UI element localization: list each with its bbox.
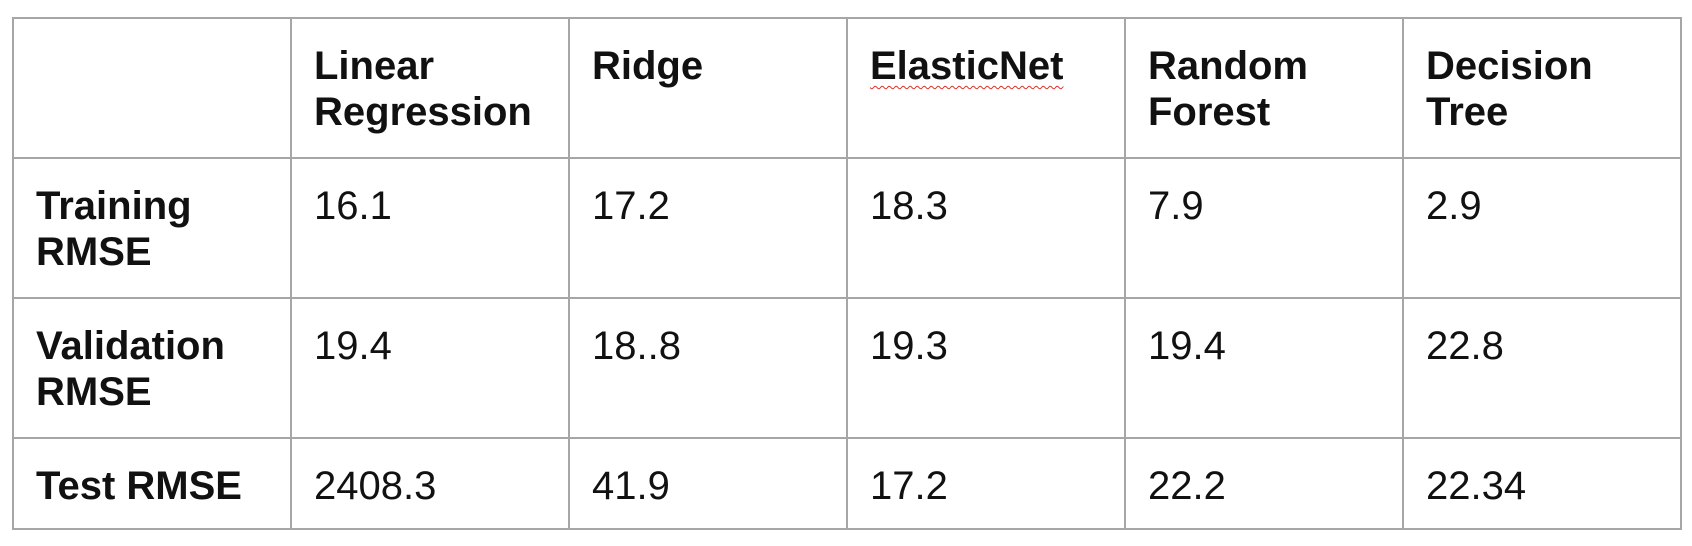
table-cell[interactable]: 22.8 [1402, 297, 1682, 439]
table-cell[interactable]: 17.2 [846, 437, 1126, 530]
table-cell[interactable]: 19.3 [846, 297, 1126, 439]
table-cell[interactable]: 22.2 [1124, 437, 1404, 530]
header-cell-empty[interactable] [12, 17, 292, 159]
header-cell-random-forest[interactable]: Random Forest [1124, 17, 1404, 159]
header-cell-linear-regression[interactable]: Linear Regression [290, 17, 570, 159]
header-cell-elasticnet[interactable]: ElasticNet [846, 17, 1126, 159]
table-cell[interactable]: 18.3 [846, 157, 1126, 299]
table-row-training-rmse: Training RMSE 16.1 17.2 18.3 7.9 2.9 [12, 157, 1682, 299]
table-cell[interactable]: 7.9 [1124, 157, 1404, 299]
table-cell[interactable]: 41.9 [568, 437, 848, 530]
table-cell[interactable]: 22.34 [1402, 437, 1682, 530]
table-cell[interactable]: 2.9 [1402, 157, 1682, 299]
table-cell[interactable]: 16.1 [290, 157, 570, 299]
row-label-training-rmse[interactable]: Training RMSE [12, 157, 292, 299]
row-label-validation-rmse[interactable]: Validation RMSE [12, 297, 292, 439]
table-cell[interactable]: 18..8 [568, 297, 848, 439]
rmse-comparison-table: Linear Regression Ridge ElasticNet Rando… [12, 17, 1682, 530]
header-cell-decision-tree[interactable]: Decision Tree [1402, 17, 1682, 159]
header-cell-ridge[interactable]: Ridge [568, 17, 848, 159]
table-cell[interactable]: 19.4 [290, 297, 570, 439]
row-label-test-rmse[interactable]: Test RMSE [12, 437, 292, 530]
table-row-validation-rmse: Validation RMSE 19.4 18..8 19.3 19.4 22.… [12, 297, 1682, 439]
header-elasticnet-text: ElasticNet [870, 44, 1064, 88]
table-cell[interactable]: 2408.3 [290, 437, 570, 530]
table-cell[interactable]: 17.2 [568, 157, 848, 299]
table-cell[interactable]: 19.4 [1124, 297, 1404, 439]
table-row-test-rmse: Test RMSE 2408.3 41.9 17.2 22.2 22.34 [12, 437, 1682, 530]
table-header-row: Linear Regression Ridge ElasticNet Rando… [12, 17, 1682, 159]
